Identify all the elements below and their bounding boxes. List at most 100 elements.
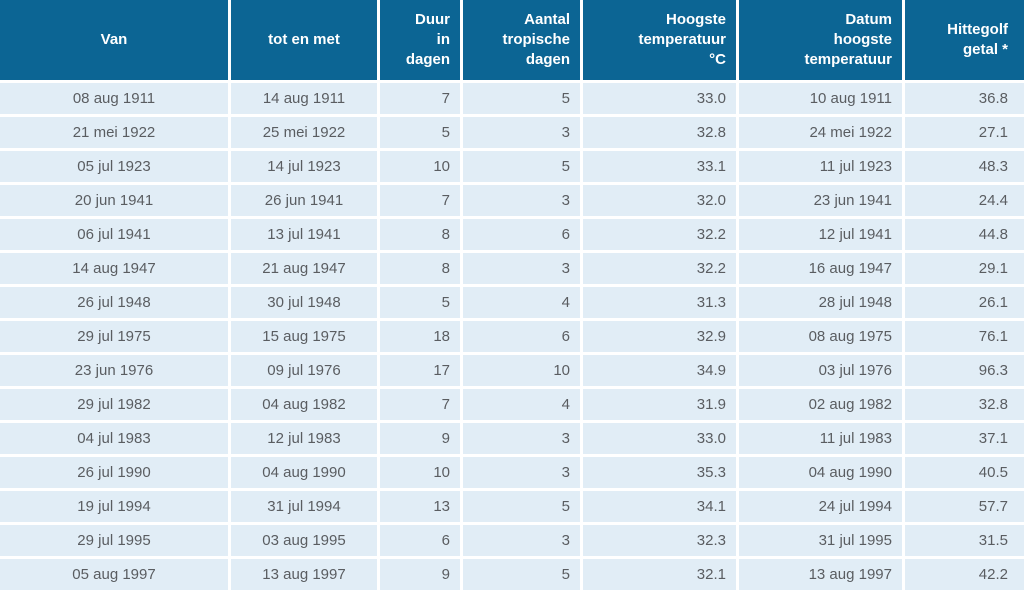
- table-cell-aantal-tropische-dagen: 10: [463, 355, 580, 386]
- table-cell-datum-hoogste-temperatuur: 02 aug 1982: [739, 389, 902, 420]
- table-cell-hoogste-temperatuur: 32.0: [583, 185, 736, 216]
- column-header-van: Van: [0, 0, 228, 80]
- table-cell-duur-in-dagen: 8: [380, 253, 460, 284]
- table-cell-aantal-tropische-dagen: 4: [463, 287, 580, 318]
- table-cell-duur-in-dagen: 5: [380, 287, 460, 318]
- table-cell-duur-in-dagen: 9: [380, 423, 460, 454]
- table-cell-van: 26 jul 1948: [0, 287, 228, 318]
- table-header-row: Van tot en met Duur in dagen Aantal tropisc…: [0, 0, 1024, 80]
- table-cell-van: 14 aug 1947: [0, 253, 228, 284]
- table-cell-van: 08 aug 1911: [0, 83, 228, 114]
- table-row: 26 jul 1948 30 jul 1948 5 4 31.3 28 jul 1948 2…: [0, 287, 1024, 318]
- table-row: 14 aug 1947 21 aug 1947 8 3 32.2 16 aug 1947 2…: [0, 253, 1024, 284]
- table-cell-van: 05 jul 1923: [0, 151, 228, 182]
- table-cell-hoogste-temperatuur: 32.2: [583, 253, 736, 284]
- table-cell-hoogste-temperatuur: 33.1: [583, 151, 736, 182]
- table-cell-tot-en-met: 15 aug 1975: [231, 321, 377, 352]
- table-cell-hoogste-temperatuur: 33.0: [583, 83, 736, 114]
- table-row: 08 aug 1911 14 aug 1911 7 5 33.0 10 aug 1911 3…: [0, 83, 1024, 114]
- table-cell-tot-en-met: 13 jul 1941: [231, 219, 377, 250]
- table-row: 19 jul 1994 31 jul 1994 13 5 34.1 24 jul 1994…: [0, 491, 1024, 522]
- column-header-hoogste-temperatuur: Hoogste temperatuur °C: [583, 0, 736, 80]
- table-cell-duur-in-dagen: 9: [380, 559, 460, 590]
- table-cell-duur-in-dagen: 7: [380, 83, 460, 114]
- table-cell-datum-hoogste-temperatuur: 24 jul 1994: [739, 491, 902, 522]
- column-header-duur-in-dagen: Duur in dagen: [380, 0, 460, 80]
- table-cell-hoogste-temperatuur: 33.0: [583, 423, 736, 454]
- table-row: 23 jun 1976 09 jul 1976 17 10 34.9 03 jul 197…: [0, 355, 1024, 386]
- table-cell-hittegolf-getal: 36.8: [905, 83, 1024, 114]
- table-cell-hittegolf-getal: 96.3: [905, 355, 1024, 386]
- table-cell-duur-in-dagen: 18: [380, 321, 460, 352]
- table-cell-hoogste-temperatuur: 35.3: [583, 457, 736, 488]
- table-cell-aantal-tropische-dagen: 4: [463, 389, 580, 420]
- table-cell-tot-en-met: 09 jul 1976: [231, 355, 377, 386]
- table-cell-datum-hoogste-temperatuur: 11 jul 1983: [739, 423, 902, 454]
- table-cell-hoogste-temperatuur: 34.9: [583, 355, 736, 386]
- table-cell-tot-en-met: 30 jul 1948: [231, 287, 377, 318]
- table-cell-tot-en-met: 14 jul 1923: [231, 151, 377, 182]
- table-cell-datum-hoogste-temperatuur: 11 jul 1923: [739, 151, 902, 182]
- table-cell-aantal-tropische-dagen: 3: [463, 117, 580, 148]
- table-cell-duur-in-dagen: 8: [380, 219, 460, 250]
- table-cell-hoogste-temperatuur: 34.1: [583, 491, 736, 522]
- table-cell-van: 20 jun 1941: [0, 185, 228, 216]
- table-cell-tot-en-met: 21 aug 1947: [231, 253, 377, 284]
- table-cell-hittegolf-getal: 31.5: [905, 525, 1024, 556]
- table-cell-aantal-tropische-dagen: 5: [463, 491, 580, 522]
- table-cell-tot-en-met: 14 aug 1911: [231, 83, 377, 114]
- table-cell-datum-hoogste-temperatuur: 04 aug 1990: [739, 457, 902, 488]
- table-cell-van: 06 jul 1941: [0, 219, 228, 250]
- table-cell-van: 04 jul 1983: [0, 423, 228, 454]
- table-cell-hittegolf-getal: 29.1: [905, 253, 1024, 284]
- table-row: 05 aug 1997 13 aug 1997 9 5 32.1 13 aug 1997 4…: [0, 559, 1024, 590]
- table-cell-duur-in-dagen: 7: [380, 389, 460, 420]
- table-row: 05 jul 1923 14 jul 1923 10 5 33.1 11 jul 1923…: [0, 151, 1024, 182]
- table-cell-tot-en-met: 04 aug 1982: [231, 389, 377, 420]
- table-cell-hittegolf-getal: 48.3: [905, 151, 1024, 182]
- table-cell-aantal-tropische-dagen: 6: [463, 321, 580, 352]
- table-cell-duur-in-dagen: 17: [380, 355, 460, 386]
- table-cell-aantal-tropische-dagen: 5: [463, 151, 580, 182]
- table-row: 06 jul 1941 13 jul 1941 8 6 32.2 12 jul 1941 4…: [0, 219, 1024, 250]
- table-cell-tot-en-met: 31 jul 1994: [231, 491, 377, 522]
- table-cell-aantal-tropische-dagen: 3: [463, 423, 580, 454]
- table-row: 20 jun 1941 26 jun 1941 7 3 32.0 23 jun 1941 2…: [0, 185, 1024, 216]
- table-cell-hoogste-temperatuur: 32.8: [583, 117, 736, 148]
- table-cell-hittegolf-getal: 57.7: [905, 491, 1024, 522]
- table-cell-tot-en-met: 04 aug 1990: [231, 457, 377, 488]
- table-cell-hoogste-temperatuur: 32.3: [583, 525, 736, 556]
- table-cell-hittegolf-getal: 37.1: [905, 423, 1024, 454]
- table-cell-hittegolf-getal: 44.8: [905, 219, 1024, 250]
- column-header-aantal-tropische-dagen: Aantal tropische dagen: [463, 0, 580, 80]
- table-cell-van: 26 jul 1990: [0, 457, 228, 488]
- table-cell-aantal-tropische-dagen: 5: [463, 559, 580, 590]
- table-cell-aantal-tropische-dagen: 5: [463, 83, 580, 114]
- table-cell-hittegolf-getal: 26.1: [905, 287, 1024, 318]
- column-header-hittegolf-getal: Hittegolf getal *: [905, 0, 1024, 80]
- table-cell-aantal-tropische-dagen: 3: [463, 185, 580, 216]
- table-cell-datum-hoogste-temperatuur: 24 mei 1922: [739, 117, 902, 148]
- table-cell-hittegolf-getal: 32.8: [905, 389, 1024, 420]
- table-cell-tot-en-met: 12 jul 1983: [231, 423, 377, 454]
- table-cell-duur-in-dagen: 13: [380, 491, 460, 522]
- table-cell-duur-in-dagen: 10: [380, 151, 460, 182]
- table-cell-datum-hoogste-temperatuur: 16 aug 1947: [739, 253, 902, 284]
- table-cell-van: 21 mei 1922: [0, 117, 228, 148]
- table-cell-hittegolf-getal: 40.5: [905, 457, 1024, 488]
- table-cell-hoogste-temperatuur: 31.9: [583, 389, 736, 420]
- table-cell-van: 29 jul 1995: [0, 525, 228, 556]
- table-cell-hittegolf-getal: 76.1: [905, 321, 1024, 352]
- table-cell-aantal-tropische-dagen: 3: [463, 525, 580, 556]
- column-header-tot-en-met: tot en met: [231, 0, 377, 80]
- table-cell-van: 29 jul 1975: [0, 321, 228, 352]
- table-cell-datum-hoogste-temperatuur: 31 jul 1995: [739, 525, 902, 556]
- table-cell-duur-in-dagen: 10: [380, 457, 460, 488]
- table-cell-tot-en-met: 25 mei 1922: [231, 117, 377, 148]
- table-cell-van: 19 jul 1994: [0, 491, 228, 522]
- table-cell-duur-in-dagen: 6: [380, 525, 460, 556]
- table-cell-tot-en-met: 26 jun 1941: [231, 185, 377, 216]
- table-row: 21 mei 1922 25 mei 1922 5 3 32.8 24 mei 1922 2…: [0, 117, 1024, 148]
- table-row: 29 jul 1995 03 aug 1995 6 3 32.3 31 jul 1995 3…: [0, 525, 1024, 556]
